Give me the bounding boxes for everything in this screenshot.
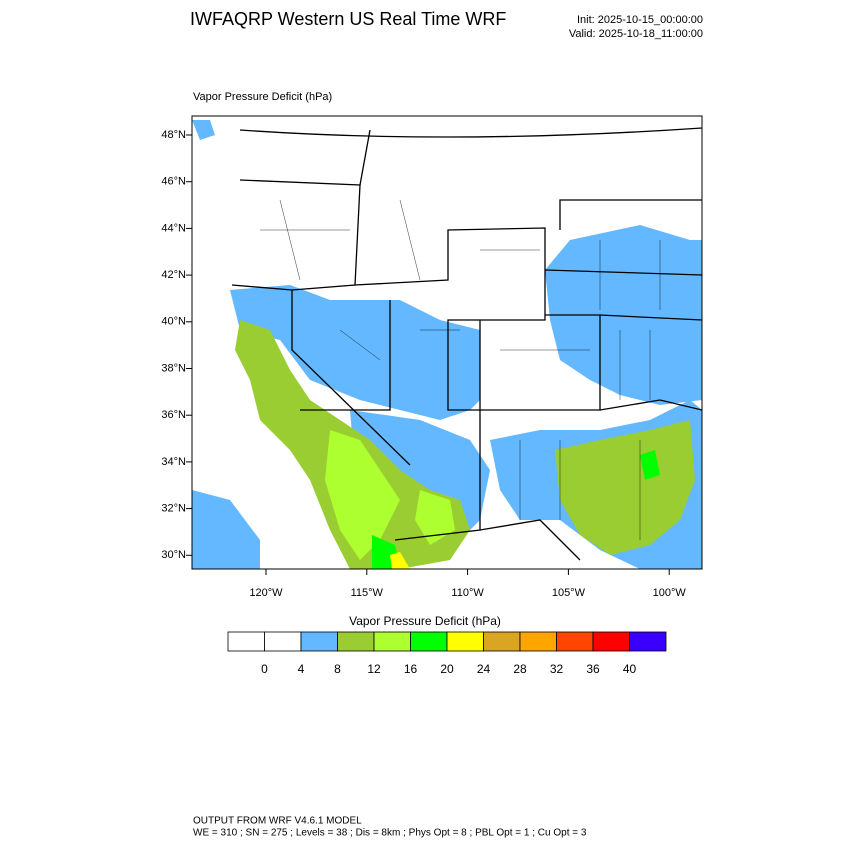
map-frame <box>191 115 703 570</box>
lon-label: 120°W <box>249 587 283 599</box>
lat-label: 40°N <box>161 316 186 328</box>
colorbar-box <box>227 631 265 652</box>
lon-label: 110°W <box>451 587 484 599</box>
lon-label: 115°W <box>351 587 384 599</box>
colorbar-label: 36 <box>586 662 600 676</box>
lon-label: 100°W <box>653 587 687 599</box>
lat-label: 30°N <box>161 549 186 561</box>
lat-label: 32°N <box>161 503 186 515</box>
vpd-field-lightgreen <box>325 430 455 560</box>
map-label: Vapor Pressure Deficit (hPa) <box>193 91 332 103</box>
colorbar-label: 4 <box>298 662 305 676</box>
lat-label: 42°N <box>161 269 186 281</box>
lat-label: 34°N <box>161 456 186 468</box>
colorbar-box <box>629 631 667 652</box>
lat-label: 48°N <box>161 129 186 141</box>
colorbar-label: 0 <box>261 662 268 676</box>
colorbar-label: 32 <box>550 662 564 676</box>
title: IWFAQRP Western US Real Time WRF <box>190 9 506 29</box>
lon-label: 105°W <box>552 587 586 599</box>
lat-label: 38°N <box>161 362 186 374</box>
colorbar-label: 16 <box>404 662 418 676</box>
lat-label: 36°N <box>161 409 186 421</box>
colorbar-box <box>410 631 448 652</box>
lat-label: 44°N <box>161 222 186 234</box>
colorbar-label: 20 <box>440 662 454 676</box>
colorbar-box <box>373 631 411 652</box>
colorbar-box <box>556 631 594 652</box>
valid-time: Valid: 2025-10-18_11:00:00 <box>569 28 703 40</box>
map <box>191 115 703 570</box>
colorbar-title: Vapor Pressure Deficit (hPa) <box>349 614 501 628</box>
lat-label: 46°N <box>161 176 186 188</box>
footer-line2: WE = 310 ; SN = 275 ; Levels = 38 ; Dis … <box>193 828 587 839</box>
colorbar-box <box>264 631 302 652</box>
colorbar-box <box>519 631 557 652</box>
colorbar-label: 24 <box>477 662 491 676</box>
colorbar-box <box>483 631 521 652</box>
county-borders <box>260 199 661 540</box>
colorbar-label: 40 <box>623 662 637 676</box>
colorbar-box <box>337 631 375 652</box>
colorbar-label: 12 <box>367 662 381 676</box>
colorbar-label: 28 <box>513 662 527 676</box>
colorbar-box <box>300 631 338 652</box>
colorbar-box <box>592 631 630 652</box>
colorbar-label: 8 <box>334 662 341 676</box>
state-borders <box>231 127 702 561</box>
vpd-field-yellow <box>390 552 410 569</box>
init-time: Init: 2025-10-15_00:00:00 <box>577 14 703 26</box>
footer-line1: OUTPUT FROM WRF V4.6.1 MODEL <box>193 816 362 827</box>
colorbar-box <box>446 631 484 652</box>
